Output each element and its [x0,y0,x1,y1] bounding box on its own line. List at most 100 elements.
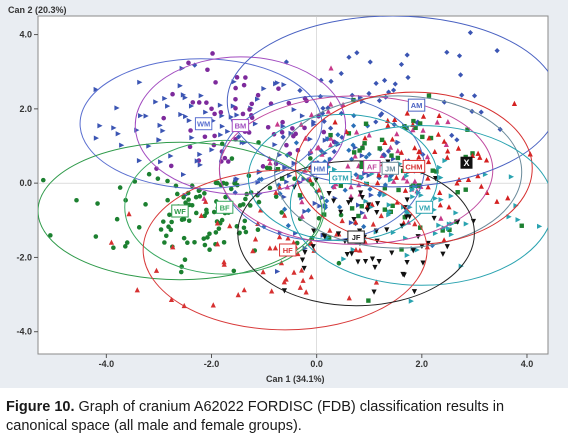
group-label: JF [352,233,361,242]
data-point [558,75,563,80]
data-point [335,231,342,237]
data-point [448,231,455,238]
data-point [398,149,405,155]
data-point [299,199,305,205]
figure-caption: Figure 10. Graph of cranium A62022 FORDI… [6,398,562,436]
data-point [401,272,407,278]
data-point [441,237,447,243]
data-point [256,199,262,205]
data-point [188,128,193,133]
data-point [228,186,234,192]
data-point [198,93,204,99]
x-tick-label: 4.0 [521,359,534,369]
data-point [316,187,322,193]
data-point [408,298,414,304]
data-point [420,127,426,133]
data-point [428,135,434,141]
data-point [353,129,360,135]
data-point [213,230,219,235]
data-point [335,132,341,138]
data-point [434,169,439,174]
data-point [359,210,366,216]
data-point [318,77,324,83]
data-point [331,183,337,190]
data-point [385,148,392,154]
data-point [165,197,170,203]
data-point [241,287,247,293]
data-point [214,241,221,247]
data-point [426,135,432,141]
data-point [436,222,442,228]
data-point [186,60,191,66]
data-point [218,109,224,115]
data-point [197,162,203,168]
data-point [274,121,281,127]
data-point [293,131,298,137]
data-point [111,245,116,251]
data-point [204,210,209,215]
data-point [346,200,352,206]
data-point [155,176,161,181]
data-point [297,284,303,290]
data-point [511,100,518,106]
data-point [438,175,444,181]
data-point [204,100,209,105]
data-point [411,289,418,295]
data-point [425,184,431,190]
data-point [359,164,364,170]
data-point [290,126,295,131]
data-point [404,173,410,179]
data-point [455,145,462,151]
data-point [367,186,373,192]
data-point [311,121,317,127]
group-label-box [231,119,250,133]
group-label: HF [283,246,293,255]
x-tick-label: -4.0 [99,359,115,369]
data-point [111,125,117,131]
data-point [382,207,388,212]
data-point [325,105,331,111]
data-point [353,219,359,225]
data-point [255,220,261,227]
data-point [459,92,465,98]
data-point [221,261,227,267]
data-point [299,113,306,119]
data-point [412,178,418,184]
data-point [167,212,172,218]
data-point [417,121,423,126]
data-point [362,213,368,219]
data-point [241,82,247,88]
data-point [346,131,352,136]
group-ellipse [218,95,494,245]
data-point [387,209,393,215]
data-point [435,131,441,137]
group-label-box [363,159,381,173]
data-point [183,200,188,206]
data-point [351,150,357,155]
data-point [441,99,447,105]
data-point [300,277,306,283]
data-point [404,259,410,266]
data-point [310,244,316,250]
data-point [328,125,334,131]
data-point [412,184,418,190]
data-point [412,145,418,151]
group-ellipse [38,141,323,281]
data-point [225,128,231,135]
data-point [467,30,473,36]
data-point [434,119,440,125]
data-point [453,210,459,216]
data-point [320,195,326,201]
data-point [404,178,410,184]
data-point [373,80,379,86]
data-point [197,194,203,199]
data-point [360,145,365,151]
data-point [444,49,450,55]
data-point [358,190,364,196]
data-point [192,62,198,68]
data-point [222,155,228,161]
data-point [327,227,333,233]
data-point [134,287,140,293]
data-point [234,75,240,80]
data-point [137,79,143,85]
